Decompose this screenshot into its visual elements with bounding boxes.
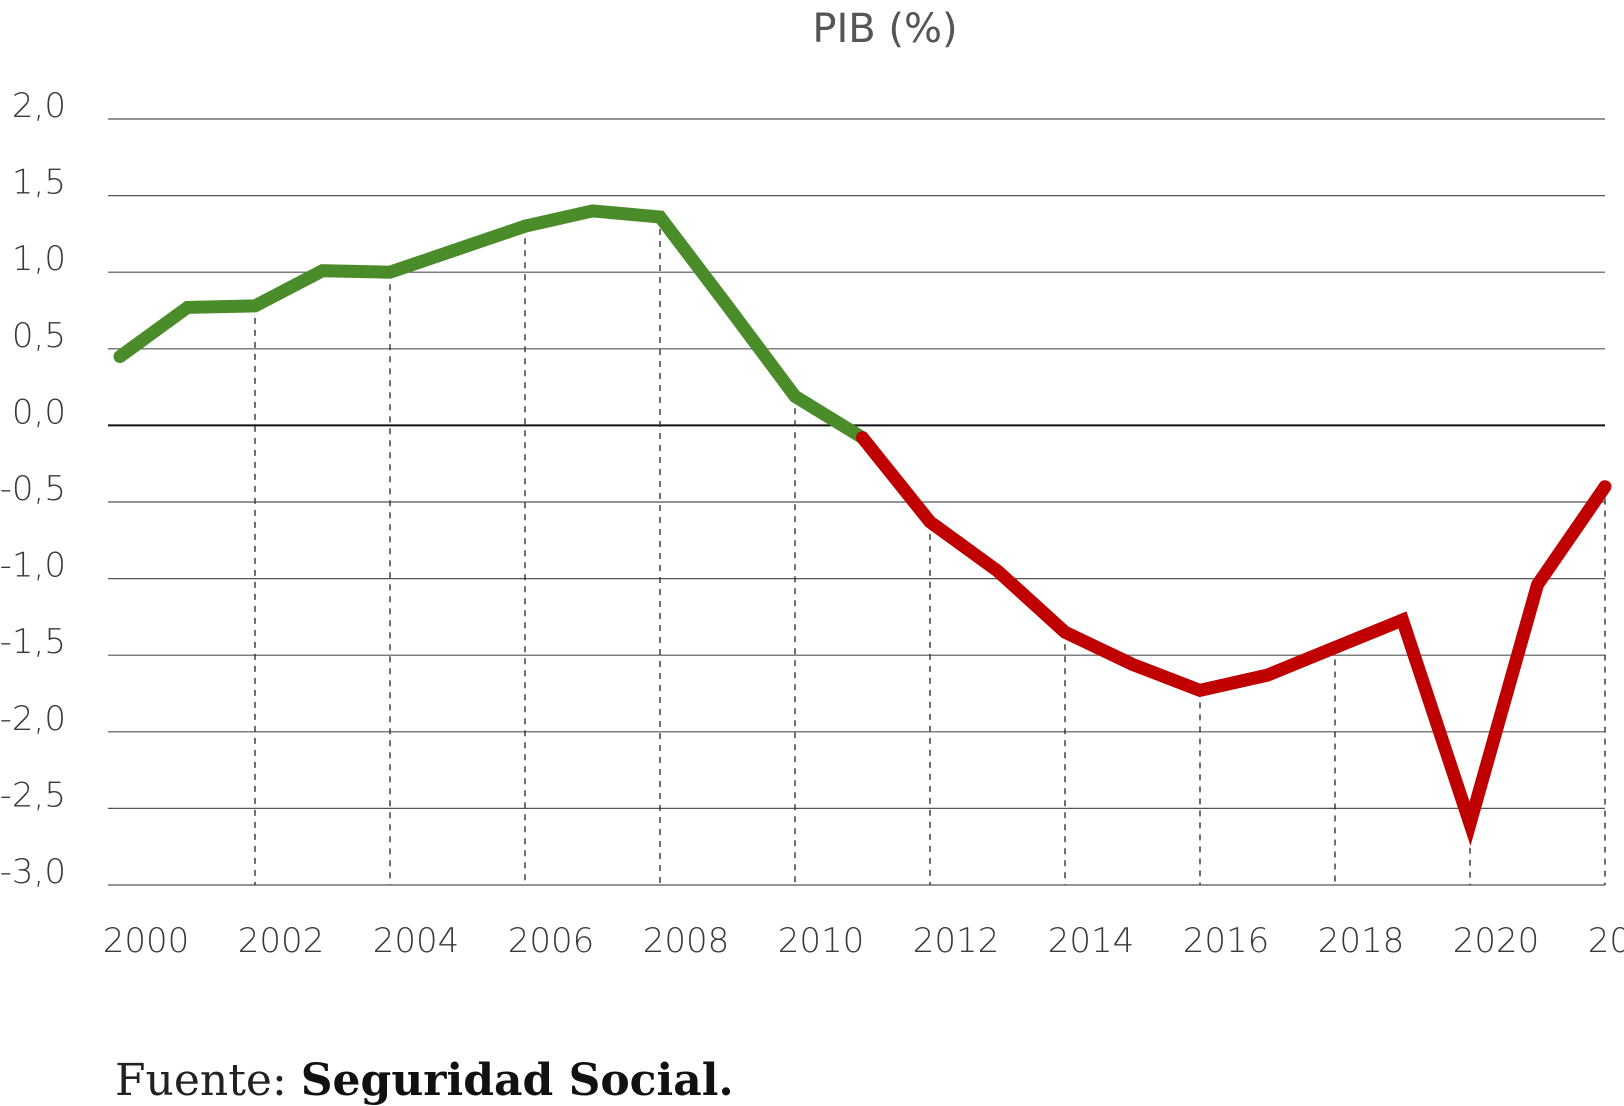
data-point-2008 <box>656 213 664 221</box>
y-tick-label: 0,5 <box>12 316 66 356</box>
y-tick-label: 1,5 <box>12 163 66 203</box>
y-tick-label: -2,0 <box>0 699 66 739</box>
data-point-2022 <box>1601 483 1609 491</box>
y-tick-label: -3,0 <box>0 852 66 892</box>
x-tick-label: 2010 <box>778 921 865 961</box>
x-axis-tick-labels: 2000 2002 2004 2006 2008 2010 2012 2014 2016 2018… <box>103 921 1624 961</box>
data-point-2013 <box>994 567 1002 575</box>
gridlines <box>108 118 1605 886</box>
x-tick-label: 2000 <box>103 921 190 961</box>
x-tick-label: 2006 <box>508 921 595 961</box>
x-tick-label: 2016 <box>1183 921 1270 961</box>
data-point-2003 <box>319 267 327 275</box>
data-point-2019 <box>1399 616 1407 624</box>
x-tick-label: 2018 <box>1318 921 1405 961</box>
data-point-2017 <box>1264 671 1272 679</box>
x-tick-label: 2008 <box>643 921 730 961</box>
data-point-2006 <box>521 222 529 230</box>
data-point-2002 <box>251 302 259 310</box>
series-line-negative <box>856 431 1612 846</box>
y-axis-tick-labels: 2,0 1,5 1,0 0,5 0,0 -0,5 -1,0 -1,5 -2,0 -2,5 -3,0 <box>0 86 66 892</box>
data-point-2016 <box>1196 686 1204 694</box>
series-line-positive <box>113 204 869 445</box>
x-tick-label: 2002 <box>238 921 325 961</box>
x-tick-label: 2022 <box>1588 921 1624 961</box>
data-point-2011 <box>859 434 867 442</box>
data-point-2009 <box>724 302 732 310</box>
x-tick-label: 2014 <box>1048 921 1135 961</box>
y-tick-label: -1,0 <box>0 546 66 586</box>
data-point-2007 <box>589 207 597 215</box>
x-tick-label: 2020 <box>1453 921 1540 961</box>
data-point-2001 <box>184 303 192 311</box>
y-tick-label: -1,5 <box>0 622 66 662</box>
data-point-2020 <box>1466 820 1474 828</box>
data-point-2000 <box>116 352 124 360</box>
data-point-2004 <box>386 268 394 276</box>
gdp-series-line <box>113 204 1612 846</box>
data-point-2005 <box>454 245 462 253</box>
chart-title: PIB (%) <box>812 6 957 52</box>
x-tick-label: 2012 <box>913 921 1000 961</box>
x-tick-label: 2004 <box>373 921 460 961</box>
data-point-2021 <box>1534 581 1542 589</box>
y-tick-label: 1,0 <box>12 239 66 279</box>
source-prefix: Fuente: <box>115 1055 301 1106</box>
y-tick-label: -0,5 <box>0 469 66 509</box>
source-name: Seguridad Social. <box>300 1055 734 1106</box>
data-point-2014 <box>1061 628 1069 636</box>
source-note: Fuente: Seguridad Social. <box>115 1055 734 1106</box>
y-tick-label: -2,5 <box>0 775 66 815</box>
data-point-2010 <box>791 392 799 400</box>
y-tick-label: 0,0 <box>12 392 66 432</box>
data-point-2012 <box>926 518 934 526</box>
year-guide-lines <box>254 229 1606 885</box>
data-point-2015 <box>1129 660 1137 668</box>
y-tick-label: 2,0 <box>12 86 66 126</box>
data-point-2018 <box>1331 644 1339 652</box>
